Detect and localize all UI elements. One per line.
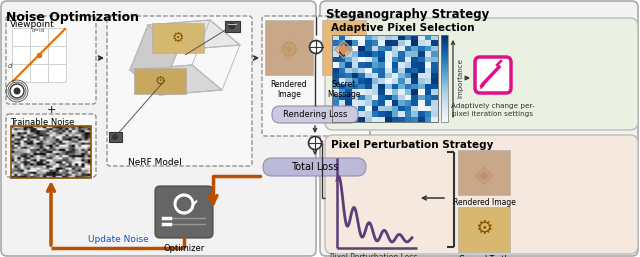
Polygon shape xyxy=(130,25,178,95)
FancyBboxPatch shape xyxy=(6,114,96,177)
Bar xyxy=(441,35,448,122)
Circle shape xyxy=(308,136,321,150)
Bar xyxy=(11,126,91,178)
Bar xyxy=(12,28,30,46)
FancyBboxPatch shape xyxy=(475,57,511,93)
Text: Rendered
Image: Rendered Image xyxy=(271,80,307,99)
Text: NeRF Model: NeRF Model xyxy=(128,158,182,167)
Text: ◈: ◈ xyxy=(334,37,354,61)
Bar xyxy=(30,64,48,82)
Text: Secret
Message: Secret Message xyxy=(327,80,361,99)
Text: Pixel Perturbation Strategy: Pixel Perturbation Strategy xyxy=(331,140,493,150)
Text: ⚙: ⚙ xyxy=(154,75,166,87)
Text: Steganography Strategy: Steganography Strategy xyxy=(326,8,489,21)
FancyBboxPatch shape xyxy=(272,106,358,123)
Text: Viewpoint: Viewpoint xyxy=(10,20,55,29)
Text: Importance: Importance xyxy=(457,58,463,98)
Circle shape xyxy=(310,41,323,53)
Bar xyxy=(458,207,510,252)
Bar xyxy=(265,20,313,75)
Bar xyxy=(109,132,122,142)
Text: ⚙: ⚙ xyxy=(476,219,493,238)
Text: Adaptively change per-
pixel iteration settings: Adaptively change per- pixel iteration s… xyxy=(451,103,535,117)
Text: Adaptive Pixel Selection: Adaptive Pixel Selection xyxy=(331,23,474,33)
Circle shape xyxy=(10,84,24,98)
Text: ⚙: ⚙ xyxy=(172,31,184,45)
Bar xyxy=(48,28,66,46)
Bar xyxy=(225,21,240,32)
Text: d: d xyxy=(8,63,13,69)
Text: Ground Truth: Ground Truth xyxy=(459,255,509,257)
Bar xyxy=(134,68,186,94)
Text: Rendered Image: Rendered Image xyxy=(452,198,515,207)
Bar xyxy=(332,35,438,122)
Text: ◈: ◈ xyxy=(278,35,300,63)
Bar xyxy=(322,20,366,75)
FancyBboxPatch shape xyxy=(320,1,638,256)
Text: Rendering Loss: Rendering Loss xyxy=(283,110,347,119)
Text: Total Loss: Total Loss xyxy=(291,162,339,172)
Bar xyxy=(12,64,30,82)
FancyBboxPatch shape xyxy=(325,135,638,254)
Bar xyxy=(458,150,510,195)
Text: +: + xyxy=(46,105,56,115)
FancyBboxPatch shape xyxy=(107,16,252,166)
Circle shape xyxy=(228,23,236,30)
Text: Update Noise: Update Noise xyxy=(88,235,148,244)
FancyBboxPatch shape xyxy=(1,1,316,256)
Bar xyxy=(48,46,66,64)
Bar xyxy=(152,23,204,53)
Circle shape xyxy=(13,87,20,95)
Bar xyxy=(30,28,48,46)
Text: ◈: ◈ xyxy=(475,163,493,187)
FancyBboxPatch shape xyxy=(262,16,370,136)
Text: Optimizer: Optimizer xyxy=(163,244,205,253)
FancyBboxPatch shape xyxy=(263,158,366,176)
Bar xyxy=(12,46,30,64)
FancyBboxPatch shape xyxy=(6,16,96,104)
Polygon shape xyxy=(130,65,222,95)
Bar xyxy=(30,46,48,64)
Text: Trainable Noise: Trainable Noise xyxy=(10,118,74,127)
FancyBboxPatch shape xyxy=(155,186,213,238)
Text: Pixel Perturbation Loss: Pixel Perturbation Loss xyxy=(330,253,418,257)
Text: ⊛: ⊛ xyxy=(280,39,298,59)
Text: σ=id: σ=id xyxy=(32,28,45,33)
Polygon shape xyxy=(148,20,240,50)
Circle shape xyxy=(112,134,118,140)
Text: Noise Optimization: Noise Optimization xyxy=(6,11,139,24)
Bar xyxy=(48,64,66,82)
FancyBboxPatch shape xyxy=(325,18,638,130)
